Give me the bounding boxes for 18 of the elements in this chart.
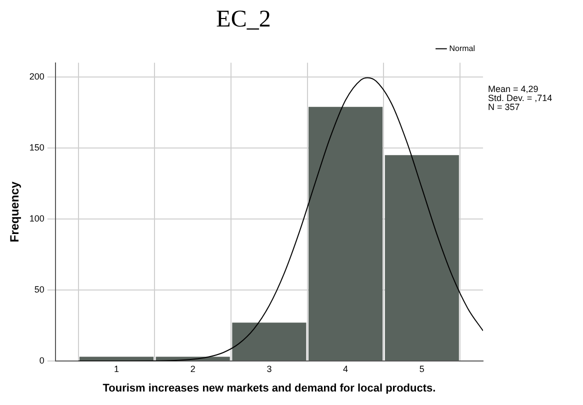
text: Std. Dev. = ,714: [488, 92, 552, 103]
legend-label: Normal: [449, 44, 476, 54]
x-tick-label: 3: [266, 364, 272, 374]
x-tick-label: 4: [343, 364, 348, 374]
x-axis-title: Tourism increases new markets and demand for local products.: [102, 382, 436, 394]
y-tick-label: 100: [29, 213, 44, 224]
y-tick-label: 200: [29, 71, 44, 82]
x-tick-label: 2: [190, 364, 196, 374]
y-tick-label: 0: [39, 355, 44, 366]
chart-title: EC_2: [216, 6, 271, 33]
y-tick-label: 50: [34, 284, 44, 294]
line-series: [78, 77, 483, 361]
x-tick-label: 5: [419, 364, 424, 374]
text: Mean = 4,29: [488, 84, 538, 94]
x-tick-label: 1: [114, 364, 120, 374]
y-axis-title: Frequency: [8, 181, 22, 242]
y-tick-label: 150: [29, 142, 44, 152]
text: N = 357: [488, 102, 520, 112]
